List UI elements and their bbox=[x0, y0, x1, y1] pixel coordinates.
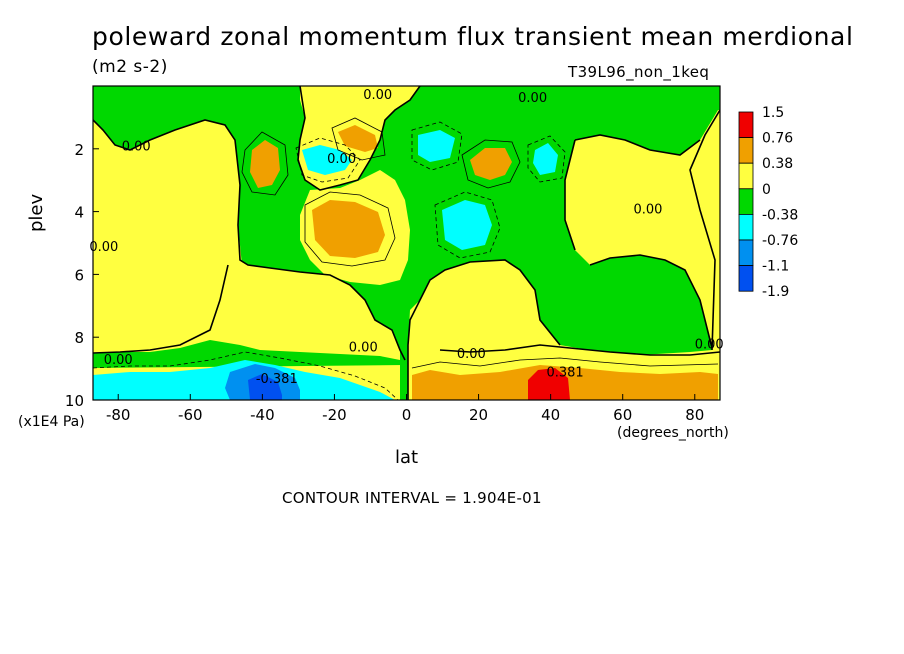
contour-label: 0.00 bbox=[122, 140, 151, 155]
x-tick-label: 60 bbox=[613, 406, 632, 424]
colorbar-swatch bbox=[738, 188, 754, 215]
colorbar-label: -1.1 bbox=[762, 259, 789, 275]
colorbar-label: 0.76 bbox=[762, 131, 793, 147]
negative-contours bbox=[93, 121, 566, 400]
field-cyan-upper-center bbox=[418, 130, 455, 162]
y-axis-unit: (x1E4 Pa) bbox=[18, 414, 85, 430]
x-tick-label: -40 bbox=[250, 406, 275, 424]
x-tick-label: -20 bbox=[322, 406, 347, 424]
x-tick-label: -80 bbox=[106, 406, 131, 424]
colorbar: 1.5 0.76 0.38 0 -0.38 -0.76 -1.1 -1.9 bbox=[738, 105, 798, 300]
field-orange-mid bbox=[312, 200, 385, 258]
field-yellow-right bbox=[565, 110, 720, 348]
colorbar-label: 0 bbox=[762, 182, 771, 198]
field-darkblue-bottom bbox=[248, 374, 282, 400]
contour-labels: 0.00 0.00 0.00 0.00 0.00 0.00 0.00 0.00 0.00 0.00… bbox=[89, 88, 723, 387]
contour-label: 0.00 bbox=[695, 337, 724, 352]
field-green-center bbox=[400, 345, 408, 400]
y-tick-label: 6 bbox=[74, 266, 84, 284]
x-tick-label: 0 bbox=[402, 406, 412, 424]
chart-title: poleward zonal momentum flux transient m… bbox=[92, 22, 854, 51]
y-tick-label: 8 bbox=[74, 329, 84, 347]
contour-label: 0.00 bbox=[363, 88, 392, 103]
field-green-bottom-left bbox=[93, 340, 405, 368]
contour-label: 0.00 bbox=[633, 202, 662, 217]
colorbar-swatch bbox=[738, 239, 754, 267]
field-red-bottom bbox=[528, 368, 570, 400]
field-yellow-left bbox=[93, 128, 400, 353]
colorbar-swatch bbox=[738, 162, 754, 190]
colorbar-label: -1.9 bbox=[762, 284, 789, 300]
experiment-label: T39L96_non_1keq bbox=[568, 63, 710, 81]
contour-label: 0.00 bbox=[518, 91, 547, 106]
x-axis-label: lat bbox=[395, 447, 419, 468]
colorbar-swatch bbox=[738, 213, 754, 241]
x-tick-label: 80 bbox=[685, 406, 704, 424]
units-label: (m2 s-2) bbox=[92, 57, 168, 77]
field-orange-upper-right bbox=[470, 148, 512, 180]
field-cyan-upper-right bbox=[533, 143, 558, 175]
x-tick-label: -60 bbox=[178, 406, 203, 424]
contour-label: 0.381 bbox=[546, 366, 583, 381]
colorbar-label: -0.76 bbox=[762, 233, 798, 249]
contour-label: 0.00 bbox=[89, 240, 118, 255]
y-tick-label: 4 bbox=[74, 204, 84, 222]
contour-label: -0.381 bbox=[256, 372, 298, 387]
colorbar-label: -0.38 bbox=[762, 207, 798, 223]
colorbar-swatch bbox=[738, 111, 754, 139]
positive-contours bbox=[241, 117, 719, 369]
x-tick-label: 40 bbox=[541, 406, 560, 424]
y-tick-label: 10 bbox=[65, 392, 84, 410]
y-tick-label: 2 bbox=[74, 141, 84, 159]
zero-contours bbox=[93, 86, 720, 400]
axes: -80 -60 -40 -20 0 20 40 60 80 2 4 6 8 10 bbox=[65, 141, 704, 424]
field-orange-upper-mid bbox=[338, 125, 378, 152]
colorbar-label: 0.38 bbox=[762, 156, 793, 172]
x-axis-unit: (degrees_north) bbox=[617, 425, 729, 441]
contour-interval-text: CONTOUR INTERVAL = 1.904E-01 bbox=[282, 489, 542, 507]
field-orange-upper-left bbox=[250, 140, 280, 188]
field-cyan-mid-center bbox=[442, 200, 492, 250]
contour-label: 0.00 bbox=[457, 347, 486, 362]
contour-fields bbox=[93, 86, 720, 400]
colorbar-swatch bbox=[738, 265, 754, 292]
field-cyan-upper-left bbox=[302, 145, 352, 175]
colorbar-label: 1.5 bbox=[762, 105, 784, 121]
contour-label: 0.00 bbox=[349, 341, 378, 356]
contour-label: 0.00 bbox=[104, 353, 133, 368]
x-tick-label: 20 bbox=[469, 406, 488, 424]
contour-label: 0.00 bbox=[327, 152, 356, 167]
field-yellow-bottom-right bbox=[408, 300, 720, 370]
colorbar-swatch bbox=[738, 137, 754, 164]
